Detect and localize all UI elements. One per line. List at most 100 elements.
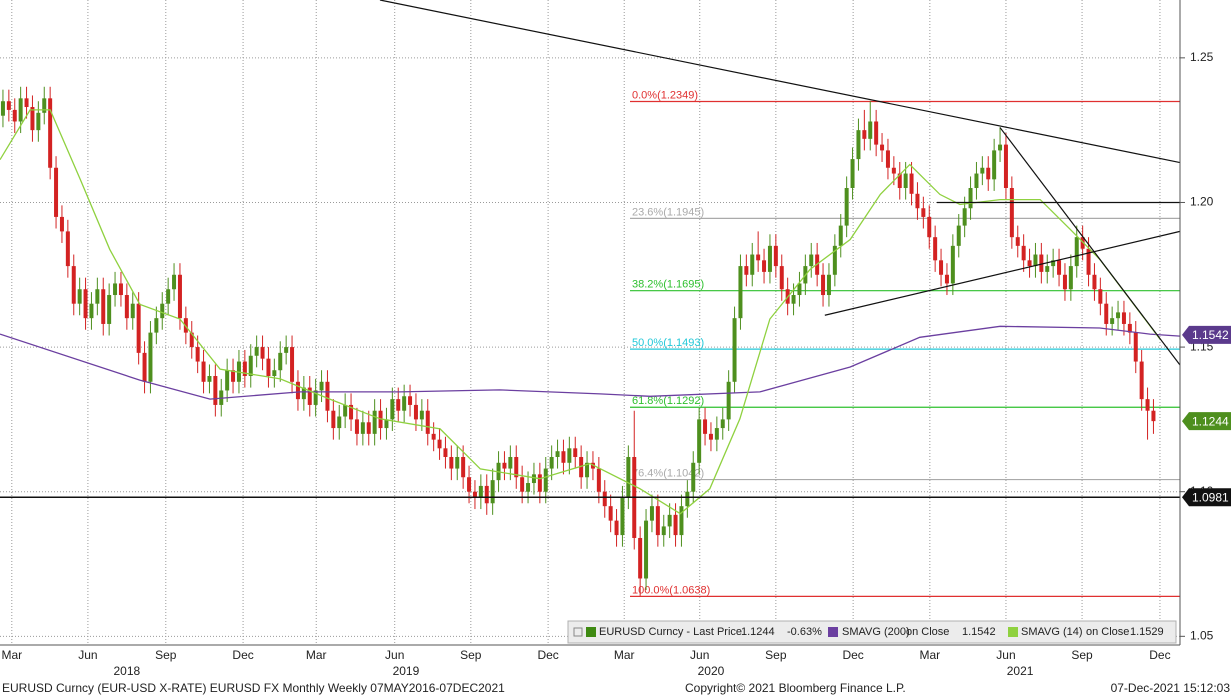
legend-swatch	[1008, 627, 1018, 637]
candle-body	[543, 468, 548, 492]
candle-body	[337, 416, 342, 429]
candle-body	[891, 167, 896, 174]
candle-body	[1151, 410, 1156, 422]
candle-body	[797, 283, 802, 296]
candle-body	[573, 448, 578, 457]
legend-swatch	[828, 627, 838, 637]
x-tick-label: Mar	[306, 648, 327, 662]
price-tag-label: 1.1542	[1192, 328, 1229, 342]
candle-body	[290, 347, 295, 382]
candle-body	[933, 237, 938, 261]
candle-body	[413, 404, 418, 420]
candle-body	[360, 422, 365, 434]
candle-body	[661, 526, 666, 536]
candle-body	[1080, 237, 1085, 249]
candle-body	[744, 266, 749, 275]
legend-label: SMAVG (200)	[842, 626, 910, 638]
candle-body	[148, 332, 153, 382]
candle-body	[697, 419, 702, 463]
candle-body	[679, 506, 684, 536]
candle-body	[1104, 303, 1109, 324]
y-tick-label: 1.25	[1190, 50, 1214, 64]
candle-body	[172, 274, 177, 290]
legend-value: 1.1529	[1130, 626, 1164, 638]
moving-average	[0, 325, 1181, 400]
candle-body	[638, 537, 643, 579]
candle-body	[349, 404, 354, 420]
candle-body	[213, 376, 218, 405]
legend-label: SMAVG (14)	[1021, 626, 1083, 638]
footer-center: Copyright© 2021 Bloomberg Finance L.P.	[685, 681, 906, 695]
candle-body	[838, 225, 843, 246]
candle-body	[980, 167, 985, 174]
y-tick-label: 1.20	[1190, 195, 1214, 209]
candle-body	[1116, 312, 1121, 319]
candle-body	[773, 245, 778, 267]
candle-body	[484, 485, 489, 504]
candle-body	[343, 404, 348, 417]
candle-body	[59, 216, 64, 232]
overlays	[0, 0, 1181, 515]
candle-body	[921, 208, 926, 217]
candle-body	[225, 370, 230, 391]
candle-body	[1062, 274, 1067, 290]
x-tick-label: Jun	[996, 648, 1015, 662]
candle-body	[307, 387, 312, 405]
candle-body	[266, 358, 271, 377]
candle-body	[767, 245, 772, 272]
fib-label: 38.2%(1.1695)	[632, 279, 704, 291]
candle-body	[83, 289, 88, 319]
legend-collapse-icon[interactable]	[573, 627, 583, 637]
candle-body	[927, 216, 932, 238]
candle-body	[1039, 254, 1044, 272]
candle-body	[390, 399, 395, 420]
footer: EURUSD Curncy (EUR-USD X-RATE) EURUSD FX…	[2, 681, 1230, 695]
legend-change: -0.63%	[787, 626, 822, 638]
price-tag-label: 1.0981	[1192, 490, 1229, 504]
candle-body	[850, 159, 855, 189]
candle-body	[862, 130, 867, 139]
candle-body	[384, 419, 389, 429]
candle-body	[54, 167, 59, 217]
candle-body	[142, 352, 147, 382]
candle-body	[18, 98, 23, 122]
candle-body	[254, 347, 259, 356]
candle-body	[1127, 323, 1132, 333]
candle-body	[195, 347, 200, 362]
candle-body	[490, 480, 495, 504]
candle-body	[655, 506, 660, 536]
fibonacci-levels: 0.0%(1.2349) 23.6%(1.1945) 38.2%(1.1695) 50…	[630, 89, 1180, 598]
candle-body	[0, 101, 5, 116]
x-tick-label: Jun	[385, 648, 404, 662]
candle-body	[71, 266, 76, 304]
legend-value: 1.1542	[962, 626, 996, 638]
trend-line	[379, 0, 1181, 164]
candle-body	[832, 245, 837, 275]
candle-body	[467, 477, 472, 492]
footer-left: EURUSD Curncy (EUR-USD X-RATE) EURUSD FX…	[2, 681, 505, 695]
candle-body	[880, 144, 885, 151]
candle-body	[520, 477, 525, 492]
candle-body	[962, 208, 967, 226]
candle-body	[160, 303, 165, 319]
candle-body	[472, 491, 477, 498]
candle-body	[1121, 312, 1126, 324]
candle-body	[950, 245, 955, 284]
legend-swatch	[586, 627, 596, 637]
moving-average	[0, 109, 1161, 515]
candle-body	[791, 295, 796, 304]
candle-body	[714, 428, 719, 440]
candle-body	[1092, 274, 1097, 290]
candle-body	[944, 274, 949, 284]
candle-body	[89, 303, 94, 319]
candle-body	[1009, 188, 1014, 238]
legend-basis: on Close	[1086, 626, 1129, 638]
fib-label: 23.6%(1.1945)	[632, 206, 704, 218]
candle-body	[201, 361, 206, 382]
candle-body	[644, 520, 649, 579]
candle-body	[408, 396, 413, 405]
trend-line	[999, 127, 1181, 366]
candle-body	[1068, 266, 1073, 290]
candle-body	[738, 266, 743, 319]
